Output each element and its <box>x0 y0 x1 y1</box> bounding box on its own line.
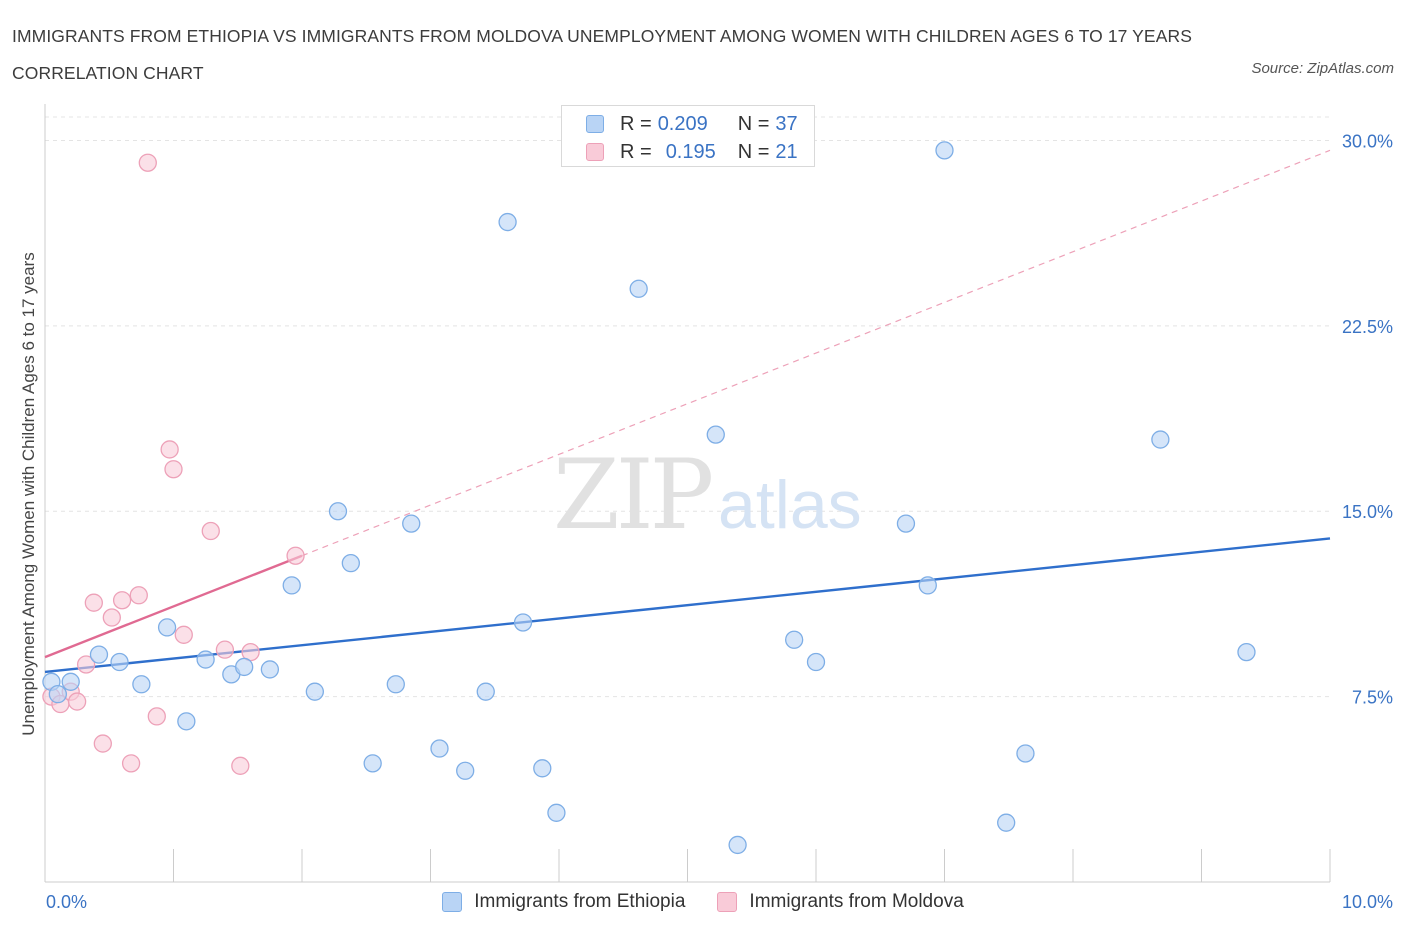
legend-r-label: R = <box>620 140 652 163</box>
moldova-point <box>76 655 96 674</box>
trend-layer <box>44 149 1331 674</box>
series-name-moldova: Immigrants from Moldova <box>749 891 964 912</box>
moldova-point <box>93 734 112 753</box>
series-legend-ethiopia[interactable]: Immigrants from Ethiopia <box>442 891 685 913</box>
legend-n-label: N = <box>737 140 770 163</box>
watermark-zip: ZIP <box>553 439 712 551</box>
ethiopia-point <box>629 279 648 298</box>
ethiopia-point <box>896 514 916 533</box>
ethiopia-point <box>547 803 566 822</box>
ethiopia-point <box>328 502 348 521</box>
ethiopia-point <box>305 682 325 701</box>
y-tick-label: 30.0% <box>1342 131 1393 151</box>
legend-row-ethiopia: R = 0.209 N = 37 <box>586 110 798 138</box>
legend-r-value: 0.209 <box>657 112 708 135</box>
moldova-point <box>231 756 250 775</box>
ethiopia-point <box>235 657 254 677</box>
source-label: Source: ZipAtlas.com <box>1251 60 1394 77</box>
y-tick-label: 7.5% <box>1352 688 1393 708</box>
x-tick-label: 10.0% <box>1342 892 1393 912</box>
axis-layer <box>44 104 1331 883</box>
ethiopia-point <box>1016 744 1035 763</box>
ethiopia-point <box>177 712 196 731</box>
series-legend: Immigrants from Ethiopia Immigrants from… <box>0 889 1406 915</box>
moldova-point <box>201 521 220 541</box>
legend-row-moldova: R = 0.195 N = 21 <box>586 138 798 166</box>
ethiopia-point <box>806 652 826 672</box>
ethiopia-point <box>386 675 405 694</box>
ethiopia-point <box>282 576 301 595</box>
series-legend-moldova[interactable]: Immigrants from Moldova <box>717 891 964 913</box>
ethiopia-point <box>476 682 495 701</box>
ethiopia-point <box>706 425 725 444</box>
ethiopia-point <box>402 514 421 533</box>
ethiopia-point <box>918 576 937 595</box>
watermark: ZIP atlas <box>553 439 862 551</box>
ethiopia-point <box>728 835 747 855</box>
ethiopia-point <box>456 761 475 780</box>
ethiopia-point <box>935 141 954 160</box>
ethiopia-trend-line <box>44 537 1331 674</box>
moldova-point <box>84 593 103 612</box>
moldova-point <box>215 640 235 659</box>
moldova-point <box>174 625 193 644</box>
ethiopia-point <box>1151 430 1170 449</box>
legend-r-value: 0.195 <box>665 140 716 163</box>
ethiopia-point <box>48 684 67 704</box>
ethiopia-point <box>341 553 360 573</box>
ethiopia-point <box>110 652 129 672</box>
correlation-legend: R = 0.209 N = 37 R = 0.195 N = 21 <box>561 105 815 167</box>
points-layer <box>42 141 1256 855</box>
moldova-point <box>160 440 179 459</box>
legend-swatch-moldova <box>586 143 604 161</box>
watermark-atlas: atlas <box>718 467 862 543</box>
ethiopia-point <box>533 759 552 778</box>
legend-r-label: R = <box>620 112 652 135</box>
legend-n-value: 37 <box>775 112 798 135</box>
series-swatch-ethiopia <box>442 892 463 912</box>
ethiopia-point <box>260 660 280 679</box>
moldova-point <box>129 586 148 605</box>
moldova-trend-line <box>44 554 303 659</box>
series-swatch-moldova <box>717 892 738 912</box>
series-name-ethiopia: Immigrants from Ethiopia <box>474 891 686 912</box>
ethiopia-point <box>61 672 80 691</box>
moldova-point <box>102 608 121 627</box>
legend-swatch-ethiopia <box>586 115 604 133</box>
moldova-point <box>112 591 132 610</box>
moldova-point <box>147 707 166 726</box>
moldova-point <box>138 153 157 172</box>
legend-n-label: N = <box>737 112 770 135</box>
legend-n-value: 21 <box>775 140 798 163</box>
y-axis-label: Unemployment Among Women with Children A… <box>19 252 38 736</box>
ethiopia-point <box>997 813 1016 832</box>
ethiopia-point <box>132 675 151 694</box>
moldova-point <box>121 754 141 773</box>
label-layer: 7.5% 15.0% 22.5% 30.0% 0.0% 10.0% <box>46 131 1393 912</box>
grid-layer <box>45 116 1330 698</box>
chart-title: IMMIGRANTS FROM ETHIOPIA VS IMMIGRANTS F… <box>12 26 1192 83</box>
moldova-trend-extension <box>301 149 1331 557</box>
x-tick-label: 0.0% <box>46 892 87 912</box>
moldova-point <box>286 546 305 565</box>
ethiopia-point <box>430 739 449 758</box>
y-tick-label: 22.5% <box>1342 317 1393 337</box>
ethiopia-point <box>89 645 109 664</box>
ethiopia-point <box>196 650 215 669</box>
ethiopia-point <box>513 613 533 632</box>
ethiopia-point <box>785 630 804 649</box>
moldova-point <box>67 692 87 711</box>
y-tick-label: 15.0% <box>1342 502 1393 522</box>
ethiopia-point <box>498 212 517 232</box>
moldova-point <box>164 460 183 479</box>
ethiopia-point <box>363 754 382 773</box>
ethiopia-point <box>1237 642 1256 662</box>
ethiopia-point <box>157 618 177 637</box>
